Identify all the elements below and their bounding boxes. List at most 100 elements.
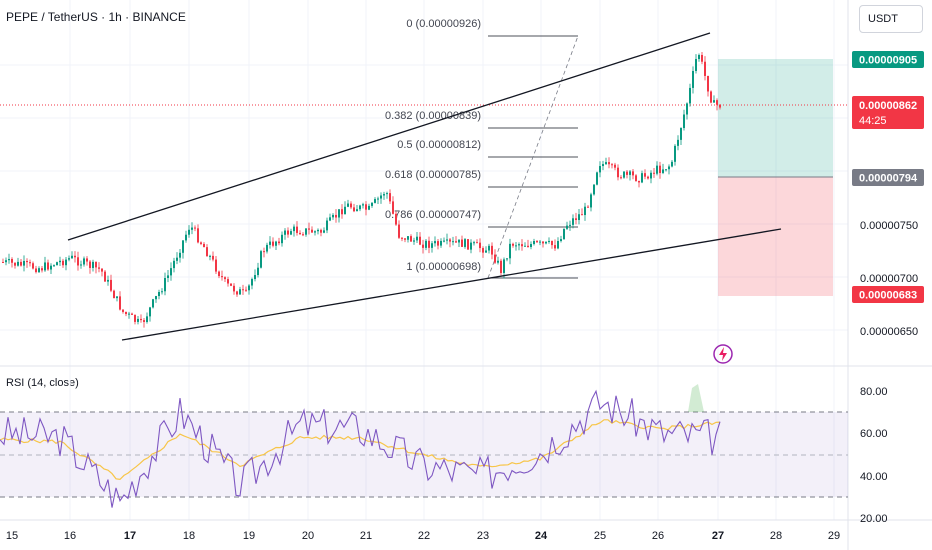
candle-body (575, 218, 577, 221)
candle-body (137, 318, 139, 322)
candle-body (380, 195, 382, 199)
rsi-axis[interactable]: 80.00 60.00 40.00 20.00 (860, 386, 888, 525)
candle-body (308, 228, 310, 230)
wedge-upper-line[interactable] (67, 32, 711, 241)
candle-body (668, 166, 670, 170)
candle-body (47, 262, 49, 270)
candle-body (317, 229, 319, 232)
candle-body (245, 289, 247, 291)
candle-body (389, 193, 391, 202)
candle-body (74, 255, 76, 258)
candle-body (713, 100, 715, 103)
candle-body (344, 206, 346, 215)
candle-body (551, 240, 553, 246)
candle-body (65, 259, 67, 266)
rsi-tick: 80.00 (860, 386, 888, 398)
flash-icon[interactable] (712, 343, 734, 365)
candle-body (260, 251, 262, 268)
candle-body (578, 214, 580, 221)
candle-body (413, 240, 415, 242)
candle-body (236, 291, 238, 295)
wedge-lower-line[interactable] (121, 228, 782, 341)
candle-body (533, 241, 535, 245)
time-tick: 23 (477, 530, 489, 542)
candle-body (680, 128, 682, 140)
candle-body (548, 240, 550, 242)
profit-zone[interactable] (718, 59, 833, 177)
candle-body (584, 206, 586, 216)
candle-body (338, 209, 340, 218)
time-tick: 19 (243, 530, 255, 542)
candle-body (26, 260, 28, 263)
candle-body (203, 243, 205, 248)
rsi-moving-average[interactable] (0, 419, 721, 481)
candle-body (431, 243, 433, 248)
candle-body (353, 207, 355, 212)
candle-body (386, 193, 388, 195)
candle-body (590, 194, 592, 208)
candle-body (416, 236, 418, 241)
svg-text:0.00000794: 0.00000794 (859, 173, 918, 185)
candle-body (140, 318, 142, 321)
candle-body (5, 260, 7, 263)
candle-body (287, 230, 289, 235)
candle-body (197, 228, 199, 243)
candle-body (347, 203, 349, 207)
candle-body (263, 251, 265, 253)
time-tick: 21 (360, 530, 372, 542)
candle-body (92, 261, 94, 268)
candle-body (134, 314, 136, 322)
candle-body (557, 241, 559, 249)
candle-body (23, 260, 25, 266)
time-tick: 24 (535, 530, 548, 542)
candle-body (2, 262, 4, 263)
stop-badge: 0.00000683 (852, 286, 924, 303)
candle-body (473, 242, 475, 244)
candle-body (356, 209, 358, 212)
time-axis[interactable]: 15 16 17 18 19 20 21 22 23 24 25 26 27 28 29 (6, 530, 840, 542)
candle-body (296, 226, 298, 233)
rsi-line[interactable] (0, 389, 721, 508)
candle-body (110, 279, 112, 291)
candle-body (14, 262, 16, 266)
time-tick: 15 (6, 530, 18, 542)
time-tick: 28 (770, 530, 782, 542)
candle-body (482, 248, 484, 253)
candle-body (305, 228, 307, 235)
candle-body (572, 218, 574, 225)
candle-body (611, 164, 613, 166)
candle-body (593, 184, 595, 195)
candlestick-series[interactable] (2, 52, 721, 328)
candle-body (95, 261, 97, 268)
time-tick: 26 (652, 530, 664, 542)
candle-body (128, 313, 130, 315)
fibonacci-retracement[interactable] (487, 35, 579, 279)
candle-body (56, 262, 58, 266)
time-tick: 22 (418, 530, 430, 542)
candle-body (101, 268, 103, 272)
candle-body (335, 214, 337, 218)
candle-body (527, 245, 529, 248)
rsi-label[interactable]: RSI (14, close) (6, 377, 79, 389)
rsi-tick: 40.00 (860, 471, 888, 483)
price-axis[interactable]: 0.00000750 0.00000700 0.00000650 (860, 220, 918, 338)
candle-body (242, 289, 244, 291)
candle-body (449, 239, 451, 242)
candle-body (692, 70, 694, 88)
candle-body (506, 258, 508, 260)
candle-body (215, 259, 217, 272)
candle-body (377, 198, 379, 200)
candle-body (383, 194, 385, 196)
candle-body (113, 290, 115, 299)
candle-body (185, 234, 187, 241)
currency-button[interactable]: USDT (859, 5, 923, 33)
candle-body (179, 252, 181, 258)
candle-body (479, 242, 481, 249)
candle-body (284, 230, 286, 235)
candle-body (362, 204, 364, 206)
symbol-title[interactable]: PEPE / TetherUS · 1h · BINANCE (6, 10, 186, 24)
candle-body (32, 263, 34, 269)
candle-body (539, 241, 541, 243)
candle-body (518, 244, 520, 246)
